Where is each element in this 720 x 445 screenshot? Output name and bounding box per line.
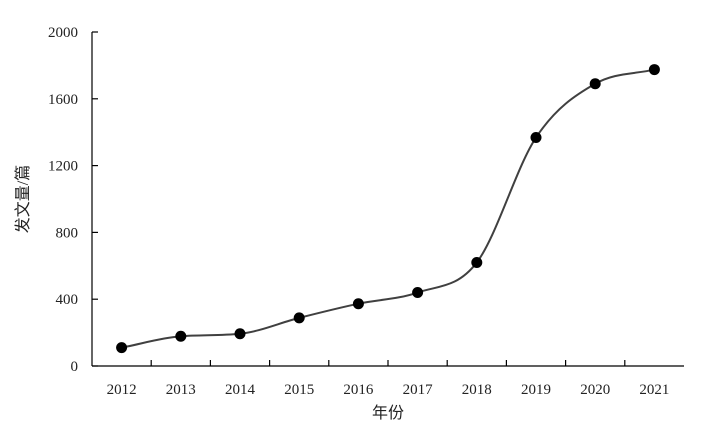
x-axis-ticks: 2012 2013 2014 2015 2016 2017 2018 2019 2020 2021 (107, 360, 669, 398)
x-tick-label: 2015 (284, 382, 314, 398)
x-tick-label: 2013 (166, 382, 196, 398)
data-point-2016 (352, 298, 364, 310)
y-tick-label: 1600 (48, 92, 78, 108)
x-tick-label: 2018 (462, 382, 492, 398)
x-tick-label: 2020 (580, 382, 610, 398)
y-tick-label: 400 (56, 292, 79, 308)
data-point-2017 (412, 287, 424, 299)
data-point-2020 (589, 78, 601, 90)
data-point-2015 (293, 312, 305, 324)
data-point-2014 (234, 328, 246, 340)
x-tick-label: 2014 (225, 382, 256, 398)
y-tick-label: 2000 (48, 25, 78, 41)
y-tick-label: 0 (71, 359, 79, 375)
data-point-2013 (175, 330, 187, 342)
data-point-2018 (471, 256, 483, 268)
series-line (121, 68, 655, 349)
y-axis-title: 发文量/篇 (14, 165, 32, 233)
x-tick-label: 2017 (403, 382, 434, 398)
x-tick-label: 2012 (107, 382, 137, 398)
x-axis-title: 年份 (372, 404, 404, 422)
data-point-2019 (530, 132, 542, 144)
y-tick-label: 1200 (48, 159, 78, 175)
data-point-2012 (116, 342, 128, 354)
y-axis-ticks: 0 400 800 1200 1600 2000 (48, 25, 98, 375)
x-tick-label: 2016 (343, 382, 374, 398)
data-point-2021 (648, 64, 660, 76)
x-tick-label: 2019 (521, 382, 551, 398)
y-tick-label: 800 (56, 225, 79, 241)
data-points (116, 64, 660, 354)
x-tick-label: 2021 (639, 382, 669, 398)
